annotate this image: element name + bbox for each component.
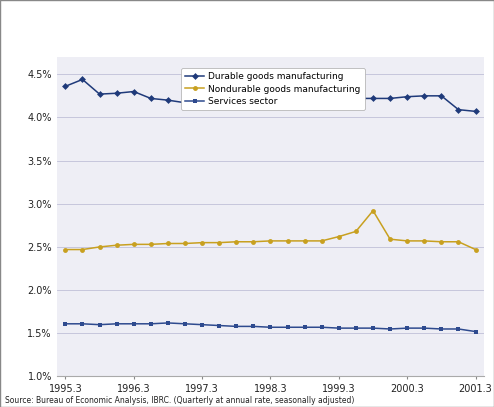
Nondurable goods manufacturing <box>114 243 120 248</box>
Services sector <box>62 322 68 326</box>
Services sector <box>455 326 461 331</box>
Durable goods manufacturing <box>319 97 325 102</box>
Services sector <box>80 322 85 326</box>
Services sector <box>250 324 256 329</box>
Nondurable goods manufacturing <box>455 239 461 244</box>
Nondurable goods manufacturing <box>131 242 137 247</box>
Nondurable goods manufacturing <box>182 241 188 246</box>
Services sector <box>285 325 290 330</box>
Durable goods manufacturing <box>455 107 461 112</box>
Services sector <box>131 322 137 326</box>
Services sector <box>473 329 479 334</box>
Services sector <box>302 325 308 330</box>
Services sector <box>114 322 120 326</box>
Nondurable goods manufacturing <box>97 245 103 249</box>
Nondurable goods manufacturing <box>268 239 274 243</box>
Line: Nondurable goods manufacturing: Nondurable goods manufacturing <box>63 208 478 252</box>
Nondurable goods manufacturing <box>319 239 325 243</box>
Durable goods manufacturing <box>370 96 376 101</box>
Durable goods manufacturing <box>62 84 68 89</box>
Services sector <box>148 322 154 326</box>
Nondurable goods manufacturing <box>404 239 410 243</box>
Durable goods manufacturing <box>387 96 393 101</box>
Durable goods manufacturing <box>268 98 274 103</box>
Nondurable goods manufacturing <box>387 237 393 242</box>
Durable goods manufacturing <box>216 98 222 103</box>
Durable goods manufacturing <box>473 109 479 114</box>
Services sector <box>438 326 444 331</box>
Line: Durable goods manufacturing: Durable goods manufacturing <box>63 77 478 114</box>
Services sector <box>370 326 376 330</box>
Durable goods manufacturing <box>233 97 239 102</box>
Nondurable goods manufacturing <box>233 239 239 244</box>
Text: Durables share down, but nondurables share up: Durables share down, but nondurables sha… <box>6 36 290 46</box>
Services sector <box>421 326 427 330</box>
Durable goods manufacturing <box>114 91 120 96</box>
Durable goods manufacturing <box>404 94 410 99</box>
Services sector <box>336 326 342 330</box>
Services sector <box>268 325 274 330</box>
Durable goods manufacturing <box>148 96 154 101</box>
Services sector <box>233 324 239 329</box>
Services sector <box>387 326 393 331</box>
Durable goods manufacturing <box>97 92 103 96</box>
Durable goods manufacturing <box>421 93 427 98</box>
Durable goods manufacturing <box>131 89 137 94</box>
Durable goods manufacturing <box>285 98 290 103</box>
Nondurable goods manufacturing <box>421 239 427 243</box>
Nondurable goods manufacturing <box>336 234 342 239</box>
Durable goods manufacturing <box>80 77 85 82</box>
Nondurable goods manufacturing <box>302 239 308 243</box>
Nondurable goods manufacturing <box>216 240 222 245</box>
Nondurable goods manufacturing <box>438 239 444 244</box>
Nondurable goods manufacturing <box>148 242 154 247</box>
Line: Services sector: Services sector <box>63 321 478 334</box>
Services sector <box>199 322 205 327</box>
Nondurable goods manufacturing <box>80 247 85 252</box>
Durable goods manufacturing <box>165 98 171 103</box>
Nondurable goods manufacturing <box>285 239 290 243</box>
Nondurable goods manufacturing <box>473 247 479 252</box>
Legend: Durable goods manufacturing, Nondurable goods manufacturing, Services sector: Durable goods manufacturing, Nondurable … <box>181 68 365 110</box>
Durable goods manufacturing <box>302 98 308 103</box>
Durable goods manufacturing <box>199 101 205 106</box>
Nondurable goods manufacturing <box>165 241 171 246</box>
Nondurable goods manufacturing <box>250 239 256 244</box>
Services sector <box>319 325 325 330</box>
Nondurable goods manufacturing <box>353 229 359 234</box>
Services sector <box>353 326 359 330</box>
Durable goods manufacturing <box>336 96 342 101</box>
Services sector <box>165 320 171 325</box>
Services sector <box>97 322 103 327</box>
Durable goods manufacturing <box>250 98 256 103</box>
Durable goods manufacturing <box>182 100 188 105</box>
Durable goods manufacturing <box>353 96 359 101</box>
Text: Source: Bureau of Economic Analysis, IBRC. (Quarterly at annual rate, seasonally: Source: Bureau of Economic Analysis, IBR… <box>5 396 354 405</box>
Nondurable goods manufacturing <box>370 208 376 213</box>
Services sector <box>404 326 410 330</box>
Text: Figure 5: Indiana Industry Earnings as Percent of U.S. Total: Figure 5: Indiana Industry Earnings as P… <box>6 10 356 20</box>
Nondurable goods manufacturing <box>199 240 205 245</box>
Durable goods manufacturing <box>438 93 444 98</box>
Services sector <box>182 322 188 326</box>
Nondurable goods manufacturing <box>62 247 68 252</box>
Services sector <box>216 323 222 328</box>
